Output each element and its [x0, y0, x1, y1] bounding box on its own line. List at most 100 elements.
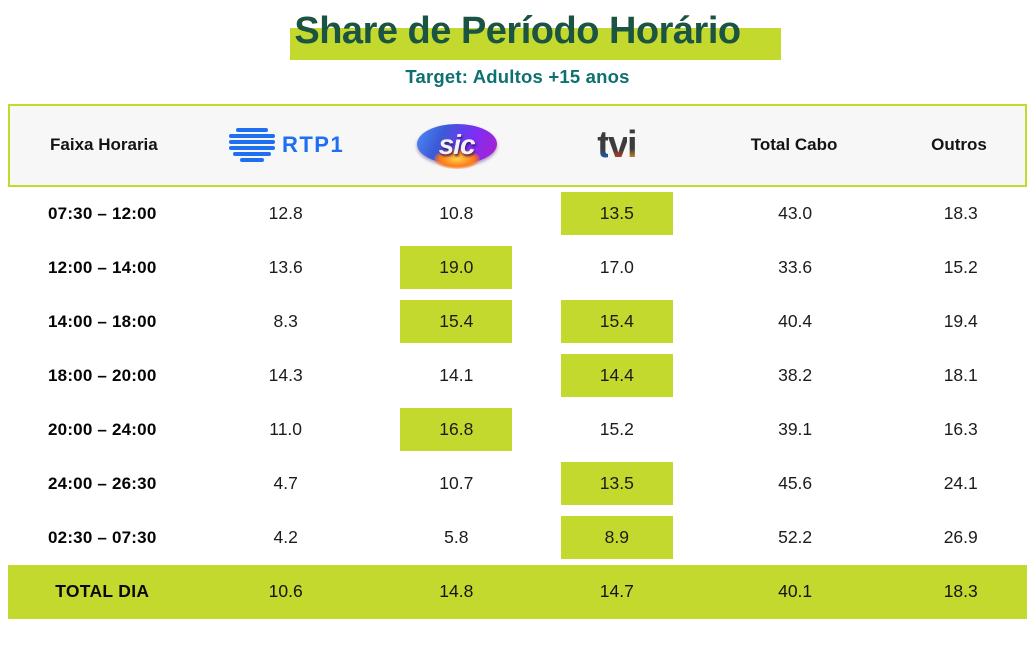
share-value-cell: 11.0	[197, 408, 375, 451]
share-value-cell: 40.4	[696, 300, 895, 343]
rtp1-logo-text: RTP1	[281, 132, 345, 158]
total-value-cell: 14.8	[375, 581, 538, 602]
share-value-cell: 12.8	[197, 192, 375, 235]
share-value: 14.3	[268, 365, 303, 386]
share-value: 24.1	[943, 473, 978, 494]
share-value: 10.8	[439, 203, 474, 224]
share-value-cell: 4.7	[197, 462, 375, 505]
share-value: 8.3	[273, 311, 298, 332]
share-value-cell: 8.9	[538, 516, 696, 560]
share-value-highlighted: 15.4	[560, 300, 673, 344]
share-value-highlighted: 19.0	[400, 246, 513, 290]
share-value: 39.1	[778, 419, 813, 440]
share-value-cell: 17.0	[538, 246, 696, 289]
share-value-highlighted: 13.5	[560, 192, 673, 236]
rtp1-stripes-icon	[228, 128, 275, 163]
share-value: 14.1	[439, 365, 474, 386]
share-value-cell: 15.2	[538, 408, 696, 451]
table-row: 24:00 – 26:30 4.7 10.7 13.5 45.6 24.1	[8, 457, 1027, 511]
share-value: 18.3	[943, 203, 978, 224]
share-value: 10.7	[439, 473, 474, 494]
share-value-cell: 10.7	[375, 462, 538, 505]
share-value-cell: 19.0	[375, 246, 538, 290]
share-value: 11.0	[269, 419, 303, 440]
rtp1-logo-icon: RTP1	[228, 128, 345, 163]
faixa-horaria-label: Faixa Horaria	[50, 135, 158, 155]
share-value-highlighted: 13.5	[560, 462, 673, 506]
header-cell-faixa-horaria: Faixa Horaria	[10, 135, 198, 155]
share-value: 5.8	[444, 527, 469, 548]
total-label-cell: TOTAL DIA	[8, 581, 197, 602]
time-range-label: 24:00 – 26:30	[48, 473, 157, 493]
share-value-cell: 52.2	[696, 516, 895, 559]
share-value-cell: 5.8	[375, 516, 538, 559]
total-cabo-label: Total Cabo	[750, 135, 838, 155]
share-value-cell: 16.3	[894, 408, 1026, 451]
share-value: 12.8	[268, 203, 303, 224]
row-label-cell: 18:00 – 20:00	[8, 366, 197, 386]
table-header: Faixa Horaria RTP1 sic t v i Total Cabo …	[8, 103, 1027, 187]
sic-glow-shape	[433, 149, 480, 170]
share-value-cell: 38.2	[696, 354, 895, 397]
time-range-label: 07:30 – 12:00	[48, 203, 157, 223]
time-range-label: 02:30 – 07:30	[48, 527, 157, 547]
total-value-cell: 40.1	[696, 581, 895, 602]
share-value-cell: 18.3	[894, 192, 1026, 235]
total-share-value: 10.6	[268, 581, 303, 602]
share-value-cell: 33.6	[696, 246, 895, 289]
share-value: 4.2	[273, 527, 298, 548]
table-row: 02:30 – 07:30 4.2 5.8 8.9 52.2 26.9	[8, 511, 1027, 565]
share-value: 52.2	[778, 527, 813, 548]
share-value-cell: 4.2	[197, 516, 375, 559]
total-share-value: 14.7	[599, 581, 634, 602]
total-share-value: 18.3	[943, 581, 978, 602]
time-range-label: 20:00 – 24:00	[48, 419, 157, 439]
total-value-cell: 14.7	[538, 581, 696, 602]
share-value: 38.2	[778, 365, 813, 386]
row-label-cell: 12:00 – 14:00	[8, 258, 197, 278]
sic-logo-icon: sic	[416, 121, 497, 170]
row-label-cell: 02:30 – 07:30	[8, 528, 197, 548]
share-value-cell: 8.3	[197, 300, 375, 343]
page-title-text: Share de Período Horário	[294, 10, 741, 52]
total-value-cell: 10.6	[197, 581, 375, 602]
share-value-cell: 39.1	[696, 408, 895, 451]
total-dia-label: TOTAL DIA	[55, 581, 150, 602]
share-value: 33.6	[778, 257, 813, 278]
share-value-highlighted: 15.4	[400, 300, 513, 344]
total-share-value: 14.8	[439, 581, 474, 602]
share-value-cell: 45.6	[696, 462, 895, 505]
outros-label: Outros	[931, 135, 987, 155]
total-value-cell: 18.3	[894, 581, 1026, 602]
share-value: 16.3	[943, 419, 978, 440]
share-value: 15.2	[943, 257, 978, 278]
share-value-cell: 15.4	[375, 300, 538, 344]
table-body: 07:30 – 12:00 12.8 10.8 13.5 43.0 18.3 12:00 –…	[8, 187, 1027, 565]
tvi-letter-v: v	[607, 124, 629, 167]
share-value-highlighted: 16.8	[400, 408, 513, 452]
share-value: 43.0	[778, 203, 813, 224]
header-cell-outros: Outros	[893, 135, 1025, 155]
share-value-cell: 16.8	[375, 408, 538, 452]
time-range-label: 12:00 – 14:00	[48, 257, 157, 277]
share-value: 40.4	[778, 311, 813, 332]
share-value-cell: 14.3	[197, 354, 375, 397]
table-row: 14:00 – 18:00 8.3 15.4 15.4 40.4 19.4	[8, 295, 1027, 349]
share-value-highlighted: 14.4	[560, 354, 673, 398]
share-value: 4.7	[273, 473, 298, 494]
header-cell-sic: sic	[375, 121, 537, 170]
header-cell-total-cabo: Total Cabo	[695, 135, 893, 155]
row-label-cell: 14:00 – 18:00	[8, 312, 197, 332]
tvi-logo-icon: t v i	[597, 124, 637, 167]
time-range-label: 18:00 – 20:00	[48, 365, 157, 385]
row-label-cell: 20:00 – 24:00	[8, 420, 197, 440]
share-value: 17.0	[599, 257, 634, 278]
tvi-letter-i: i	[627, 124, 637, 167]
share-value: 19.4	[943, 311, 978, 332]
row-label-cell: 07:30 – 12:00	[8, 204, 197, 224]
total-row: TOTAL DIA 10.6 14.8 14.7 40.1 18.3	[8, 564, 1027, 619]
share-value-cell: 13.5	[538, 192, 696, 236]
share-value-cell: 26.9	[894, 516, 1026, 559]
share-value-cell: 10.8	[375, 192, 538, 235]
share-value: 18.1	[943, 365, 978, 386]
